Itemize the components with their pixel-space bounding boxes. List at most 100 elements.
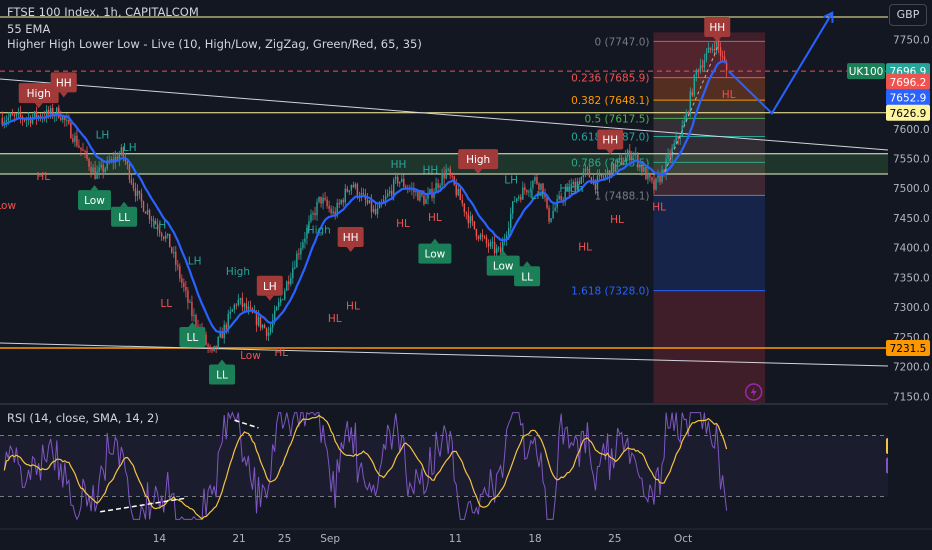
candle-body [239, 298, 242, 300]
swing-label: HL [274, 347, 288, 359]
fib-band [653, 77, 766, 101]
candle-body [620, 157, 623, 165]
time-tick-label: 11 [449, 533, 462, 545]
candle-body [318, 196, 320, 202]
swing-label: HL [428, 212, 442, 224]
price-tick-label: 7400.0 [893, 243, 930, 255]
candle-body [469, 216, 472, 224]
candle-body [219, 331, 221, 338]
candle-body [427, 193, 429, 200]
swing-marker-pointer [120, 201, 129, 207]
candle-body [31, 117, 34, 124]
fib-level-label: 0.5 (7617.5) [585, 113, 650, 125]
swing-label: High [307, 224, 331, 236]
chart-title[interactable]: FTSE 100 Index, 1h, CAPITALCOM [7, 5, 199, 19]
price-tick-label: 7150.0 [893, 391, 930, 403]
candle-body [370, 200, 373, 212]
candle-body [156, 224, 159, 230]
candle-body [344, 188, 346, 203]
candle-body [338, 202, 340, 204]
candle-body [187, 290, 189, 303]
currency-button[interactable]: GBP [889, 4, 927, 26]
candle-body [366, 199, 369, 204]
swing-marker-box [514, 266, 541, 287]
candle-body [160, 233, 163, 237]
candle-body [526, 190, 528, 193]
candle-body [606, 170, 609, 174]
candle-body [154, 221, 157, 225]
candle-body [120, 147, 123, 155]
candle-body [685, 112, 687, 122]
price-pane[interactable]: 0 (7747.0) 0.236 (7685.9) 0.382 (7648.1) 0.… [0, 11, 932, 405]
candle-body [388, 190, 391, 194]
time-tick-label: 21 [232, 533, 245, 545]
candle-body [441, 173, 443, 186]
candle-body [185, 286, 187, 291]
candle-body [350, 185, 353, 191]
swing-high-marker: High [18, 83, 59, 109]
swing-marker-box [209, 364, 235, 385]
swing-marker-box [111, 206, 138, 227]
ema-legend[interactable]: 55 EMA [7, 22, 51, 36]
candle-body [528, 191, 530, 193]
candle-body [138, 190, 141, 194]
candle-body [217, 337, 219, 349]
candle-body [584, 168, 587, 172]
price-label: 7626.9 [890, 108, 927, 120]
candle-body [657, 175, 659, 179]
price-label: 7696.2 [890, 77, 927, 89]
swing-marker-box [256, 275, 283, 296]
candle-body [140, 193, 143, 202]
candle-body [695, 70, 698, 75]
swing-label: HL [652, 201, 666, 213]
candle-body [665, 158, 667, 175]
candle-body [673, 143, 675, 148]
rsi-legend[interactable]: RSI (14, close, SMA, 14, 2) [7, 411, 159, 425]
candle-body [148, 210, 151, 220]
candle-body [378, 203, 381, 209]
swing-marker-label: Low [493, 261, 514, 273]
candle-body [324, 197, 326, 200]
candle-body [74, 135, 76, 142]
candle-body [231, 309, 233, 312]
swing-marker-box [418, 243, 452, 264]
candle-body [306, 227, 308, 239]
candle-body [522, 187, 524, 200]
candle-body [90, 166, 92, 173]
candle-body [600, 174, 603, 177]
candle-body [249, 306, 252, 309]
candle-body [64, 116, 66, 121]
lightning-bolt [750, 387, 757, 397]
candle-body [655, 178, 657, 190]
candle-body [255, 311, 258, 326]
candle-body [723, 56, 726, 63]
candle-body [445, 169, 447, 179]
time-axis[interactable]: 14 21 25 Sep 11 18 25 Oct [0, 528, 932, 545]
price-axis[interactable]: 7750.07700.07650.07600.07550.07500.07450… [847, 0, 932, 550]
candle-body [574, 181, 576, 190]
hhll-legend[interactable]: Higher High Lower Low - Live (10, High/L… [7, 37, 422, 51]
candle-body [302, 242, 304, 249]
price-label: 7652.9 [890, 92, 927, 104]
candle-body [98, 167, 100, 172]
candle-body [693, 74, 696, 96]
candle-body [66, 119, 68, 121]
candle-body [425, 199, 427, 204]
candle-body [275, 306, 278, 311]
candle-body [653, 180, 655, 190]
swing-marker-label: HH [56, 77, 72, 89]
candle-body [667, 154, 669, 159]
candle-body [372, 208, 375, 212]
rsi-line [3, 411, 728, 521]
candle-body [332, 211, 334, 214]
candle-body [564, 191, 566, 201]
candle-body [497, 247, 500, 249]
projection-arrowhead [822, 11, 834, 23]
price-label-bg [886, 73, 930, 90]
candle-body [558, 195, 560, 200]
swing-marker-pointer [523, 261, 532, 267]
candle-body [570, 184, 572, 192]
symbol-tag: UK100 [849, 66, 884, 78]
swing-marker-label: Low [425, 249, 446, 261]
